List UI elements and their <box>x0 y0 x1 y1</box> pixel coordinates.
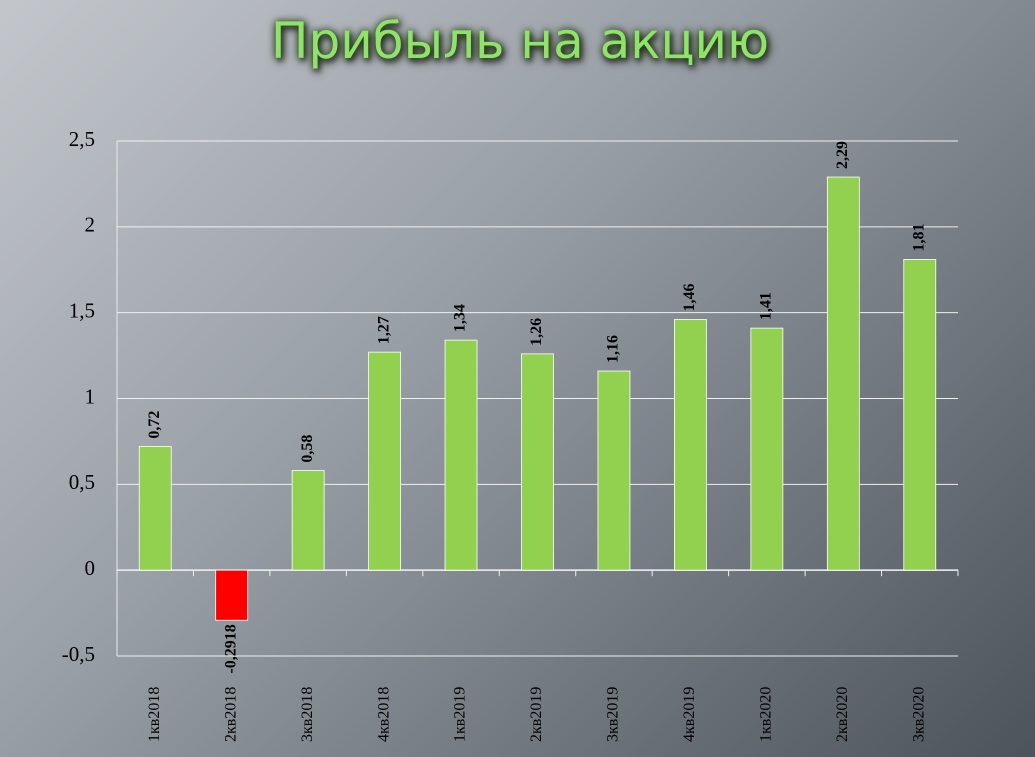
value-label: 1,16 <box>605 335 622 363</box>
x-tick-label: 3кв2019 <box>605 687 622 742</box>
y-tick-label: 2,5 <box>69 127 95 151</box>
value-label: 1,34 <box>452 304 469 332</box>
value-label: 2,29 <box>834 141 851 169</box>
y-tick-label: 2 <box>85 213 96 237</box>
value-label: 1,41 <box>758 292 775 320</box>
y-tick-label: -0,5 <box>62 642 95 666</box>
value-label: 1,26 <box>528 318 545 346</box>
bar <box>521 353 554 571</box>
bar <box>826 176 860 571</box>
bar <box>674 319 707 571</box>
x-tick-label: 4кв2018 <box>375 687 392 742</box>
bar <box>291 470 325 571</box>
x-tick-label: 4кв2019 <box>681 687 698 742</box>
y-tick-label: 1 <box>85 384 96 408</box>
x-tick-label: 3кв2018 <box>299 687 316 742</box>
bar <box>368 351 401 571</box>
bar <box>444 339 478 571</box>
bar <box>903 259 937 571</box>
bar <box>215 569 249 621</box>
x-tick-label: 1кв2019 <box>452 687 469 742</box>
bar <box>138 446 172 571</box>
x-tick-label: 1кв2018 <box>146 687 163 742</box>
x-tick-label: 1кв2020 <box>758 687 775 742</box>
value-label: -0,2918 <box>222 624 239 673</box>
value-label: 0,72 <box>146 411 163 439</box>
value-label: 1,81 <box>910 223 927 251</box>
bar <box>750 327 784 571</box>
x-tick-label: 2кв2019 <box>528 687 545 742</box>
chart-title: Прибыль на акцию <box>271 12 769 70</box>
x-tick-label: 3кв2020 <box>910 687 927 742</box>
value-label: 0,58 <box>299 435 316 463</box>
bar <box>597 370 631 571</box>
y-tick-label: 0 <box>85 556 96 580</box>
y-tick-label: 0,5 <box>69 470 95 494</box>
value-label: 1,46 <box>681 284 698 312</box>
value-label: 1,27 <box>375 316 392 344</box>
x-tick-label: 2кв2020 <box>834 687 851 742</box>
x-tick-label: 2кв2018 <box>222 687 239 742</box>
y-tick-label: 1,5 <box>69 298 95 322</box>
